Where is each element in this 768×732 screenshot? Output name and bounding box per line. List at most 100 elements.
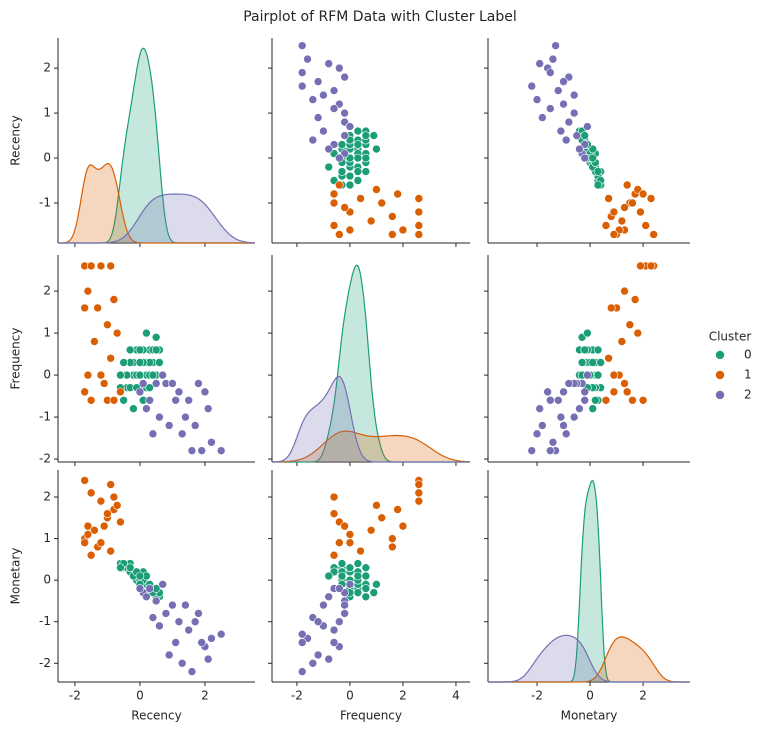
- scatter-point: [103, 509, 112, 518]
- scatter-point: [181, 600, 190, 610]
- x-axis-label: Recency: [131, 709, 181, 723]
- scatter-point: [174, 387, 184, 397]
- scatter-point: [155, 358, 164, 367]
- x-tick-label: -2: [531, 689, 543, 703]
- scatter-point: [591, 395, 600, 405]
- scatter-point: [564, 379, 574, 388]
- scatter-point: [353, 571, 363, 581]
- scatter-point: [83, 370, 93, 380]
- scatter-point: [335, 180, 344, 190]
- scatter-point: [168, 600, 177, 610]
- scatter-point: [329, 492, 339, 502]
- x-tick-label: 0: [136, 689, 144, 703]
- scatter-point: [583, 328, 592, 338]
- scatter-point: [207, 634, 216, 643]
- scatter-point: [329, 625, 339, 635]
- scatter-point: [641, 221, 651, 230]
- scatter-point: [414, 230, 424, 239]
- scatter-point: [372, 501, 381, 510]
- scatter-point: [538, 421, 547, 430]
- scatter-point: [142, 328, 151, 338]
- scatter-point: [116, 517, 125, 527]
- scatter-point: [649, 230, 658, 239]
- scatter-point: [369, 588, 379, 597]
- scatter-point: [148, 613, 158, 622]
- scatter-point: [329, 509, 339, 518]
- scatter-point: [135, 387, 145, 397]
- scatter-point: [580, 131, 590, 140]
- scatter-point: [96, 496, 106, 506]
- scatter-point: [297, 629, 307, 639]
- scatter-point: [112, 328, 122, 338]
- scatter-point: [345, 122, 355, 131]
- scatter-point: [527, 446, 537, 455]
- scatter-point: [190, 421, 200, 430]
- scatter-point: [340, 203, 349, 212]
- scatter-point: [96, 261, 106, 271]
- scatter-point: [83, 521, 93, 531]
- scatter-point: [527, 81, 537, 91]
- scatter-point: [109, 395, 119, 405]
- scatter-point: [569, 412, 579, 422]
- scatter-point: [353, 126, 363, 136]
- scatter-point: [158, 580, 167, 589]
- scatter-point: [583, 370, 592, 380]
- scatter-point: [340, 72, 349, 82]
- scatter-point: [575, 404, 584, 413]
- scatter-point: [559, 421, 568, 430]
- y-tick-label: -1: [39, 614, 51, 628]
- chart-title: Pairplot of RFM Data with Cluster Label: [243, 9, 517, 25]
- kde-area: [58, 163, 255, 243]
- scatter-point: [337, 559, 347, 568]
- scatter-point: [580, 395, 590, 405]
- scatter-point: [606, 303, 616, 313]
- scatter-point: [377, 198, 387, 208]
- kde-line: [488, 636, 690, 683]
- y-axis-label: Monetary: [9, 548, 23, 605]
- scatter-point: [545, 395, 555, 405]
- scatter-point: [155, 412, 164, 422]
- legend-label: 1: [744, 368, 752, 382]
- scatter-point: [197, 446, 206, 455]
- scatter-point: [80, 387, 89, 397]
- scatter-point: [109, 295, 119, 304]
- scatter-point: [145, 383, 154, 392]
- scatter-point: [194, 609, 203, 618]
- scatter-point: [353, 153, 363, 163]
- scatter-point: [345, 225, 355, 235]
- scatter-point: [106, 546, 115, 556]
- scatter-point: [324, 144, 334, 154]
- scatter-point: [106, 480, 115, 489]
- scatter-point: [583, 122, 592, 131]
- scatter-point: [593, 180, 603, 190]
- scatter-point: [177, 658, 187, 668]
- scatter-point: [361, 563, 371, 572]
- kde-line: [488, 634, 690, 683]
- scatter-point: [545, 68, 555, 77]
- legend-marker: [715, 370, 725, 380]
- scatter-point: [171, 638, 180, 647]
- scatter-point: [203, 654, 213, 664]
- scatter-point: [609, 387, 619, 397]
- scatter-point: [319, 126, 328, 136]
- scatter-point: [628, 198, 637, 208]
- scatter-point: [207, 437, 216, 447]
- scatter-point: [604, 353, 613, 363]
- scatter-point: [561, 429, 571, 439]
- scatter-point: [556, 412, 566, 422]
- scatter-point: [177, 429, 187, 439]
- scatter-point: [168, 379, 177, 388]
- scatter-point: [151, 332, 161, 342]
- x-tick-label: 0: [346, 689, 354, 703]
- scatter-point: [138, 379, 148, 388]
- scatter-point: [135, 345, 145, 355]
- scatter-point: [151, 345, 161, 355]
- scatter-point: [561, 135, 571, 145]
- scatter-point: [135, 584, 145, 593]
- scatter-point: [324, 162, 334, 172]
- scatter-point: [617, 216, 627, 226]
- scatter-point: [96, 538, 106, 548]
- scatter-point: [388, 212, 397, 221]
- legend-marker: [715, 350, 725, 360]
- scatter-point: [569, 90, 579, 100]
